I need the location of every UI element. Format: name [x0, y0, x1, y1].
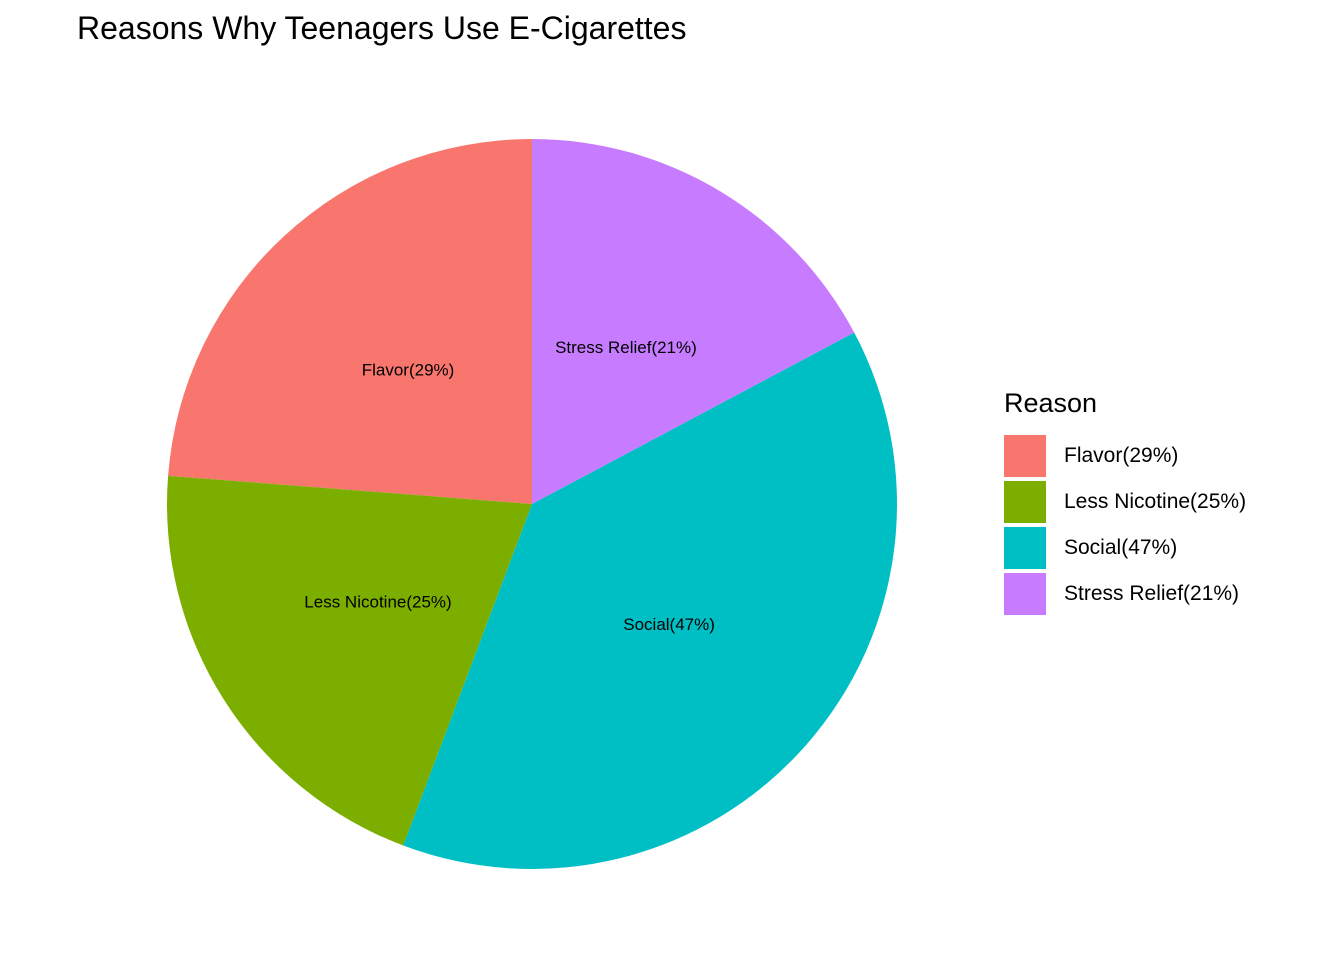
pie-slice-4 [532, 139, 855, 504]
legend-key-1 [1004, 435, 1046, 477]
pie-labels: Flavor(29%) Less Nicotine(25%) Social(47%)… [304, 338, 715, 634]
legend-label-4: Stress Relief(21%) [1064, 582, 1240, 605]
legend-item-4: Stress Relief(21%) [1004, 571, 1246, 617]
pie-slices [167, 139, 898, 869]
pie-slice-2 [167, 475, 532, 846]
legend-item-2: Less Nicotine(25%) [1004, 479, 1246, 525]
legend-item-1: Flavor(29%) [1004, 433, 1246, 479]
legend-key-2 [1004, 481, 1046, 523]
legend-item-3: Social(47%) [1004, 525, 1246, 571]
legend-label-2: Less Nicotine(25%) [1064, 490, 1247, 513]
slice-label-4: Stress Relief(21%) [555, 338, 697, 357]
pie-slice-3 [403, 332, 898, 869]
slice-label-1: Flavor(29%) [362, 361, 455, 380]
chart-title: Reasons Why Teenagers Use E-Cigarettes [77, 10, 687, 46]
pie-slice-1 [168, 139, 532, 504]
legend-key-3 [1004, 527, 1046, 569]
legend: Reason Flavor(29%) Less Nicotine(25%) Soci… [1004, 388, 1246, 617]
slice-label-2: Less Nicotine(25%) [304, 592, 451, 611]
legend-key-4 [1004, 573, 1046, 615]
legend-items: Flavor(29%) Less Nicotine(25%) Social(47%)… [1004, 433, 1246, 617]
legend-label-3: Social(47%) [1064, 536, 1178, 559]
slice-label-3: Social(47%) [623, 615, 715, 634]
legend-label-1: Flavor(29%) [1064, 444, 1179, 467]
legend-title: Reason [1004, 388, 1098, 418]
